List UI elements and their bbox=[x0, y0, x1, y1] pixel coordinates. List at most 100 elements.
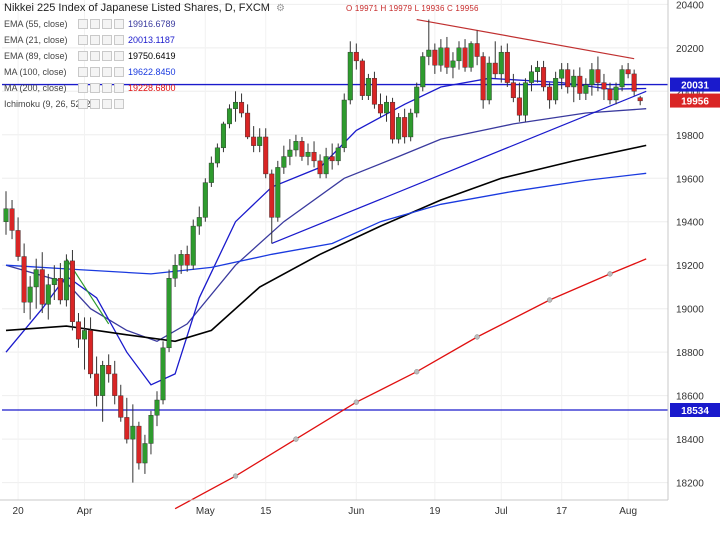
candle-body bbox=[148, 415, 154, 444]
candle-body bbox=[220, 123, 226, 149]
x-tick-label: Jun bbox=[348, 506, 364, 517]
legend-control-icon[interactable] bbox=[78, 50, 88, 61]
candle-body bbox=[281, 156, 287, 168]
ma-marker bbox=[293, 436, 299, 442]
candle-body bbox=[323, 156, 329, 175]
legend-control-icon[interactable] bbox=[90, 50, 100, 61]
legend-control-icon[interactable] bbox=[102, 82, 112, 93]
candle-body bbox=[154, 399, 160, 416]
legend-control-icon[interactable] bbox=[102, 50, 112, 61]
price-tag-label: 18534 bbox=[681, 406, 709, 417]
candle-body bbox=[444, 47, 450, 68]
candle-body bbox=[468, 43, 474, 68]
candle-body bbox=[535, 67, 541, 72]
x-tick-label: 17 bbox=[556, 506, 568, 517]
legend-controls[interactable] bbox=[78, 98, 124, 109]
legend-control-icon[interactable] bbox=[78, 98, 88, 109]
candle-body bbox=[486, 62, 492, 101]
candle-body bbox=[390, 101, 396, 140]
legend-control-icon[interactable] bbox=[90, 98, 100, 109]
candle-body bbox=[39, 269, 45, 305]
x-tick-label: 20 bbox=[13, 506, 25, 517]
legend-controls[interactable] bbox=[78, 82, 124, 93]
candle-body bbox=[112, 373, 118, 396]
candle-body bbox=[637, 97, 643, 102]
candle-body bbox=[432, 49, 438, 66]
candle-body bbox=[583, 84, 589, 94]
legend-control-icon[interactable] bbox=[114, 18, 124, 29]
legend-controls[interactable] bbox=[78, 50, 124, 61]
candle-body bbox=[57, 278, 63, 301]
candle-body bbox=[396, 117, 402, 140]
legend-control-icon[interactable] bbox=[114, 50, 124, 61]
candle-body bbox=[329, 156, 335, 162]
legend-controls[interactable] bbox=[78, 18, 124, 29]
ma-line bbox=[5, 144, 647, 343]
candle-body bbox=[595, 69, 601, 83]
legend-control-icon[interactable] bbox=[114, 82, 124, 93]
candle-body bbox=[571, 75, 577, 88]
candle-body bbox=[257, 136, 263, 146]
y-tick-label: 18800 bbox=[676, 348, 704, 359]
candle-body bbox=[245, 112, 251, 138]
y-tick-label: 19400 bbox=[676, 218, 704, 229]
legend-value: 19622.8450 bbox=[128, 66, 176, 77]
settings-icon[interactable]: ⚙ bbox=[275, 2, 285, 14]
y-tick-label: 18200 bbox=[676, 479, 704, 490]
legend-row[interactable]: MA (100, close) 19622.8450 bbox=[4, 65, 176, 78]
legend-controls[interactable] bbox=[78, 34, 124, 45]
legend-control-icon[interactable] bbox=[78, 34, 88, 45]
candle-body bbox=[82, 330, 88, 340]
candle-body bbox=[504, 51, 510, 83]
legend-control-icon[interactable] bbox=[114, 34, 124, 45]
x-tick-label: 15 bbox=[260, 506, 272, 517]
legend-control-icon[interactable] bbox=[90, 82, 100, 93]
legend-control-icon[interactable] bbox=[102, 98, 112, 109]
candle-body bbox=[196, 217, 202, 227]
legend-controls[interactable] bbox=[78, 66, 124, 77]
x-tick-label: Jul bbox=[495, 506, 508, 517]
legend-control-icon[interactable] bbox=[78, 18, 88, 29]
legend-control-icon[interactable] bbox=[114, 66, 124, 77]
legend-control-icon[interactable] bbox=[102, 18, 112, 29]
legend-control-icon[interactable] bbox=[78, 82, 88, 93]
candle-body bbox=[178, 254, 184, 266]
y-tick-label: 18600 bbox=[676, 392, 704, 403]
legend-row[interactable]: MA (200, close) 19228.6800 bbox=[4, 81, 176, 94]
legend-control-icon[interactable] bbox=[102, 34, 112, 45]
legend-control-icon[interactable] bbox=[90, 34, 100, 45]
x-tick-label: Aug bbox=[619, 506, 637, 517]
candle-body bbox=[341, 99, 347, 149]
candle-body bbox=[547, 86, 553, 101]
candle-body bbox=[317, 160, 323, 175]
legend-control-icon[interactable] bbox=[90, 66, 100, 77]
legend-label: EMA (89, close) bbox=[4, 50, 68, 61]
legend-row[interactable]: EMA (55, close) 19916.6789 bbox=[4, 17, 176, 30]
candle-body bbox=[160, 347, 166, 401]
price-tag bbox=[670, 403, 720, 417]
y-tick-label: 19800 bbox=[676, 131, 704, 142]
price-tag-label: 19956 bbox=[681, 97, 709, 108]
legend-control-icon[interactable] bbox=[102, 66, 112, 77]
candle-body bbox=[251, 136, 257, 146]
legend-control-icon[interactable] bbox=[90, 18, 100, 29]
candle-body bbox=[63, 260, 69, 301]
candle-body bbox=[69, 260, 75, 322]
legend-control-icon[interactable] bbox=[78, 66, 88, 77]
candle-body bbox=[33, 269, 39, 288]
legend-row[interactable]: EMA (89, close) 19750.6419 bbox=[4, 49, 176, 62]
instrument-title: Nikkei 225 Index of Japanese Listed Shar… bbox=[4, 2, 270, 14]
legend-control-icon[interactable] bbox=[114, 98, 124, 109]
ma-marker bbox=[546, 297, 553, 303]
ma-marker bbox=[353, 399, 359, 405]
candle-body bbox=[75, 321, 81, 340]
candle-body bbox=[293, 141, 299, 151]
legend-label: EMA (21, close) bbox=[4, 34, 68, 45]
trendline bbox=[416, 18, 635, 60]
legend-row[interactable]: Ichimoku (9, 26, 52, 26) bbox=[4, 97, 128, 110]
x-tick-label: May bbox=[196, 506, 215, 517]
ohlc-readout: O 19971 H 19979 L 19936 C 19956 bbox=[346, 4, 479, 13]
legend-row[interactable]: EMA (21, close) 20013.1187 bbox=[4, 33, 175, 46]
candle-body bbox=[239, 101, 245, 114]
